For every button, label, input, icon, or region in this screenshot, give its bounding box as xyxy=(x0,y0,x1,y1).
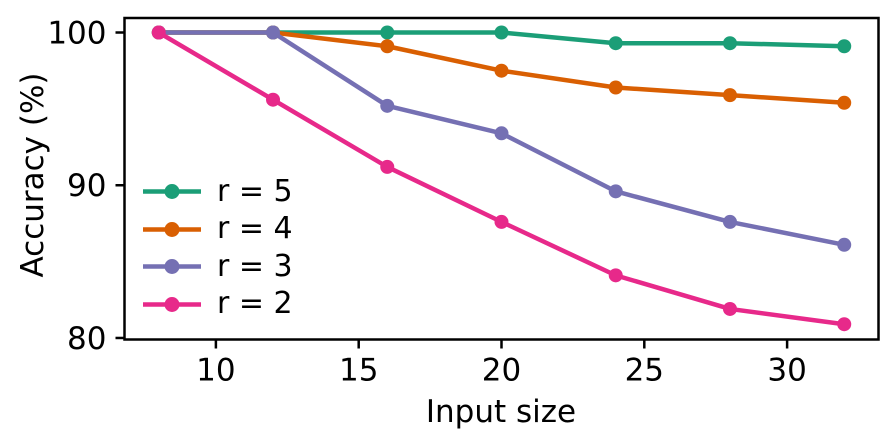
legend-line-marker-icon xyxy=(143,221,201,237)
data-point-r=2 xyxy=(608,268,623,283)
legend-item-label: r = 4 xyxy=(217,211,293,247)
legend-line-marker-icon xyxy=(143,184,201,200)
data-point-r=2 xyxy=(722,301,737,316)
legend-item-label: r = 3 xyxy=(217,248,293,284)
x-tick-label: 30 xyxy=(767,353,806,389)
data-point-r=2 xyxy=(380,159,395,174)
x-tick-label: 25 xyxy=(625,353,664,389)
data-point-r=5 xyxy=(380,25,395,40)
x-tick-label: 20 xyxy=(482,353,521,389)
data-point-r=4 xyxy=(608,80,623,95)
data-point-r=3 xyxy=(722,214,737,229)
x-axis-label: Input size xyxy=(425,394,577,430)
legend-item: r = 5 xyxy=(143,173,293,211)
data-point-r=3 xyxy=(494,126,509,141)
legend-item: r = 4 xyxy=(143,211,293,249)
data-point-r=4 xyxy=(837,95,852,110)
data-point-r=5 xyxy=(837,39,852,54)
data-point-r=4 xyxy=(722,88,737,103)
data-point-r=4 xyxy=(380,39,395,54)
data-point-r=5 xyxy=(722,36,737,51)
x-tick-label: 15 xyxy=(339,353,378,389)
data-point-r=5 xyxy=(608,36,623,51)
legend-item-label: r = 5 xyxy=(217,173,293,209)
data-point-r=3 xyxy=(837,237,852,252)
legend-item-label: r = 2 xyxy=(217,286,293,322)
y-axis-label: Accuracy (%) xyxy=(15,72,51,278)
y-tick-label: 80 xyxy=(67,321,106,357)
y-tick-label: 90 xyxy=(67,168,106,204)
data-point-r=3 xyxy=(608,184,623,199)
data-point-r=2 xyxy=(494,214,509,229)
data-point-r=3 xyxy=(380,98,395,113)
axes-spines xyxy=(123,16,880,341)
data-point-r=5 xyxy=(494,25,509,40)
data-point-r=3 xyxy=(266,25,281,40)
data-point-r=4 xyxy=(494,63,509,78)
data-point-r=2 xyxy=(266,92,281,107)
legend-line-marker-icon xyxy=(143,259,201,275)
x-tick-label: 10 xyxy=(196,353,235,389)
data-point-r=2 xyxy=(837,317,852,332)
data-point-r=2 xyxy=(151,25,166,40)
legend-line-marker-icon xyxy=(143,296,201,312)
y-tick-label: 100 xyxy=(47,16,106,52)
legend-item: r = 3 xyxy=(143,248,293,286)
legend-item: r = 2 xyxy=(143,286,293,324)
